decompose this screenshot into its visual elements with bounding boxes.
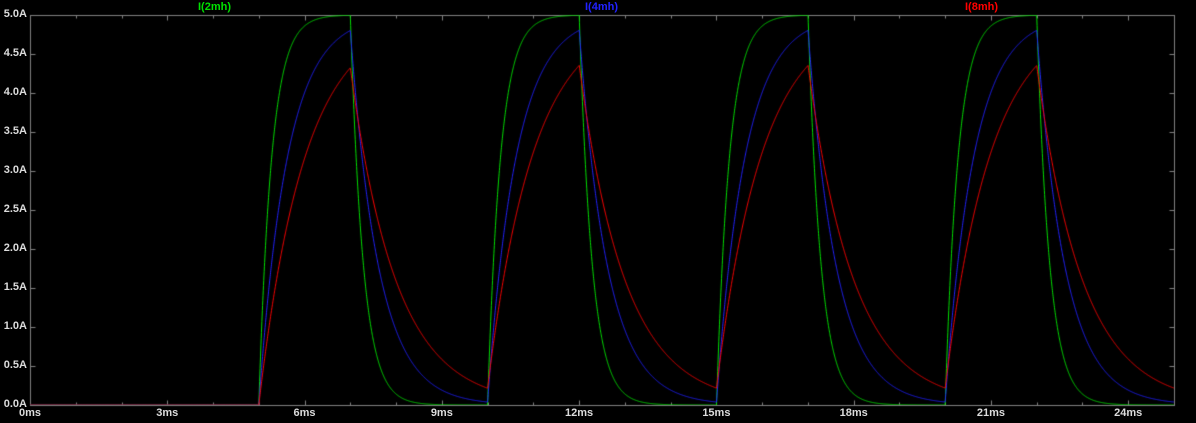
y-tick-label: 4.0A [3,86,27,98]
y-tick-label: 0.0A [3,398,27,410]
y-tick-label: 4.5A [3,47,27,59]
x-tick-label: 18ms [839,407,868,419]
y-tick-label: 1.0A [3,320,27,332]
y-tick-label: 3.0A [3,164,27,176]
y-tick-label: 2.5A [3,203,27,215]
trace-label-i2mh[interactable]: I(2mh) [198,1,231,13]
x-tick-label: 9ms [430,407,453,419]
x-tick-label: 12ms [565,407,594,419]
y-tick-label: 5.0A [3,8,27,20]
trace-label-i8mh[interactable]: I(8mh) [965,1,998,13]
x-tick-label: 15ms [702,407,731,419]
x-tick-label: 3ms [156,407,179,419]
x-tick-label: 0ms [18,407,42,419]
y-tick-label: 1.5A [3,281,27,293]
x-tick-label: 6ms [293,407,316,419]
y-tick-label: 0.5A [3,359,27,371]
y-tick-label: 2.0A [3,242,27,254]
trace-label-i4mh[interactable]: I(4mh) [585,1,618,13]
x-tick-label: 21ms [976,407,1006,419]
y-tick-label: 3.5A [3,125,27,137]
x-tick-label: 24ms [1114,407,1143,419]
